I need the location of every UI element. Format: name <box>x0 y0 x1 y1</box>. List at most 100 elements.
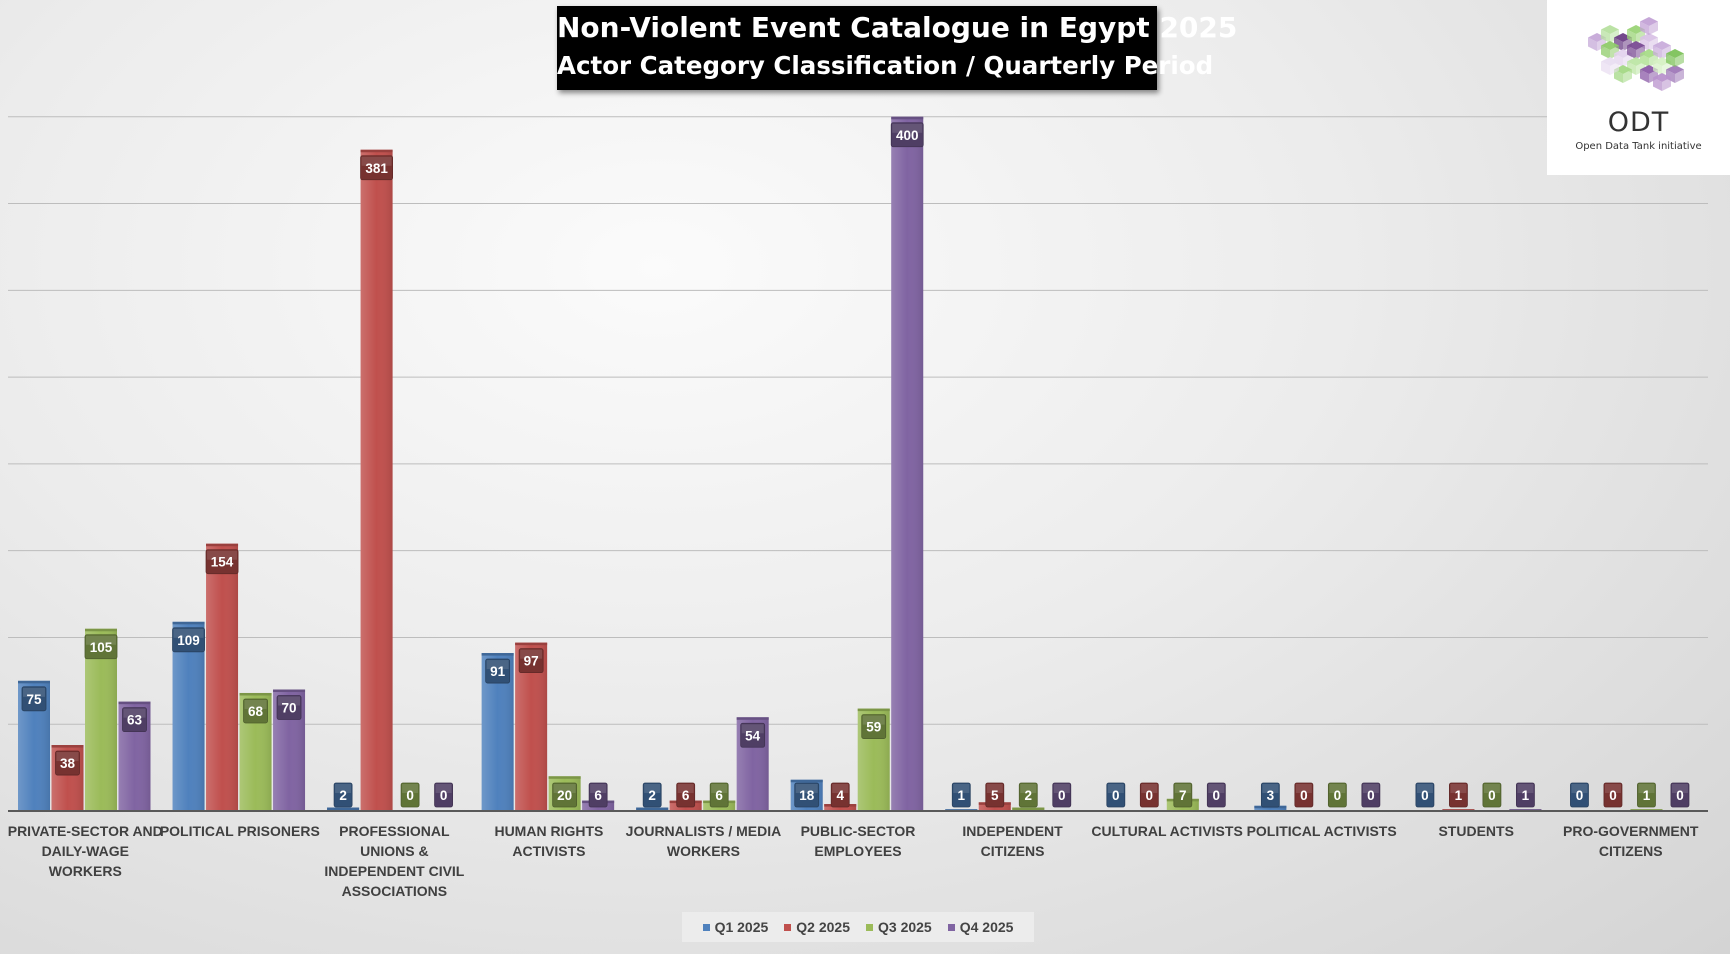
data-label: 68 <box>248 704 264 719</box>
data-label: 54 <box>745 728 761 743</box>
logo-cube-right-face <box>1675 69 1684 83</box>
data-label-highlight <box>1638 784 1655 793</box>
bar-top-edge <box>172 621 205 625</box>
data-label: 0 <box>1421 788 1429 803</box>
data-label-box <box>1018 782 1038 808</box>
category-label: JOURNALISTS / MEDIA <box>626 823 782 839</box>
logo-cube-right-face <box>1623 69 1632 83</box>
data-label-box <box>1173 782 1193 808</box>
bar-top-edge <box>1012 807 1045 811</box>
legend-swatch <box>947 923 955 931</box>
data-label-highlight <box>862 715 885 725</box>
data-label-box <box>1052 782 1072 808</box>
data-label-box <box>890 122 924 148</box>
data-label-box <box>1482 782 1502 808</box>
legend-label: Q4 2025 <box>959 919 1014 935</box>
data-label-highlight <box>741 724 764 734</box>
category-label: POLITICAL PRISONERS <box>160 823 320 839</box>
data-label: 75 <box>26 692 42 707</box>
bar-shading <box>206 543 239 811</box>
cube-cluster-logo-icon <box>1588 17 1684 91</box>
logo-cube-right-face <box>1610 61 1619 75</box>
legend-item: Q1 2025 <box>702 919 768 935</box>
bar-top-edge <box>736 717 769 720</box>
category-label: PROFESSIONAL <box>339 823 450 839</box>
data-label-highlight <box>590 784 607 793</box>
data-label-box <box>333 782 353 808</box>
bar-top-edge <box>118 701 151 705</box>
data-label-highlight <box>1141 784 1158 793</box>
category-label: HUMAN RIGHTS <box>494 823 603 839</box>
legend-item: Q2 2025 <box>784 919 850 935</box>
data-label-highlight <box>1416 784 1433 793</box>
data-label-highlight <box>86 635 116 645</box>
data-label: 91 <box>490 664 506 679</box>
data-label-box <box>1327 782 1347 808</box>
data-label: 0 <box>1576 788 1584 803</box>
data-label-box <box>1106 782 1126 808</box>
data-label-highlight <box>677 784 694 793</box>
bar-shading <box>172 621 205 811</box>
data-label: 2 <box>1025 788 1033 803</box>
data-label-box <box>122 707 147 733</box>
data-label-highlight <box>402 784 419 793</box>
data-label-box <box>276 695 302 720</box>
category-label: CITIZENS <box>981 843 1045 859</box>
data-label-highlight <box>335 784 352 793</box>
data-label-highlight <box>123 708 146 718</box>
logo-cube-left-face <box>1640 69 1649 83</box>
data-label-box <box>1670 782 1690 808</box>
category-label: WORKERS <box>667 843 740 859</box>
legend-swatch <box>784 923 792 931</box>
data-label: 0 <box>1676 788 1684 803</box>
data-label: 38 <box>60 756 76 771</box>
bar-top-edge <box>360 149 393 153</box>
logo-cube-left-face <box>1601 29 1610 43</box>
legend-item: Q3 2025 <box>866 919 932 935</box>
category-label: CITIZENS <box>1599 843 1663 859</box>
data-label-box <box>709 782 729 808</box>
data-label: 2 <box>339 788 347 803</box>
data-label-box <box>1603 782 1623 808</box>
data-label-box <box>172 627 205 653</box>
data-label-box <box>861 714 887 740</box>
data-label-highlight <box>1020 784 1037 793</box>
category-label: DAILY-WAGE <box>42 843 129 859</box>
data-label-highlight <box>1671 784 1688 793</box>
data-label-box <box>400 782 420 808</box>
data-label-box <box>1260 782 1280 808</box>
data-label-highlight <box>795 784 818 793</box>
category-label: EMPLOYEES <box>814 843 901 859</box>
logo-cube-right-face <box>1675 53 1684 67</box>
data-label-highlight <box>1450 784 1467 793</box>
odt-logo: ODT Open Data Tank initiative <box>1547 0 1730 175</box>
data-label: 63 <box>127 713 143 728</box>
bar-top-edge <box>857 708 890 712</box>
data-label-box <box>740 722 766 748</box>
data-label-box <box>1449 782 1468 808</box>
data-label-box <box>1206 782 1226 808</box>
bar-top-edge <box>481 653 514 656</box>
data-label: 0 <box>406 788 414 803</box>
logo-cube-left-face <box>1653 61 1662 75</box>
legend-label: Q3 2025 <box>878 919 932 935</box>
data-label-box <box>794 782 820 808</box>
data-label: 1 <box>1455 788 1463 803</box>
category-label: PRIVATE-SECTOR AND <box>8 823 163 839</box>
data-label-box <box>552 782 578 808</box>
data-label-highlight <box>892 123 923 133</box>
category-label: POLITICAL ACTIVISTS <box>1247 823 1397 839</box>
data-label: 0 <box>1146 788 1154 803</box>
data-label: 109 <box>177 633 200 648</box>
data-label: 20 <box>557 788 572 803</box>
bar-top-edge <box>327 807 360 811</box>
category-label: PRO-GOVERNMENT <box>1563 823 1699 839</box>
legend-label: Q2 2025 <box>796 919 850 935</box>
data-label-highlight <box>56 752 79 762</box>
data-label-box <box>55 750 80 776</box>
logo-cube-left-face <box>1653 45 1662 59</box>
bar-top-edge <box>790 779 823 783</box>
data-label: 7 <box>1179 788 1187 803</box>
data-label-highlight <box>1053 784 1070 793</box>
logo-cube-left-face <box>1640 21 1649 35</box>
